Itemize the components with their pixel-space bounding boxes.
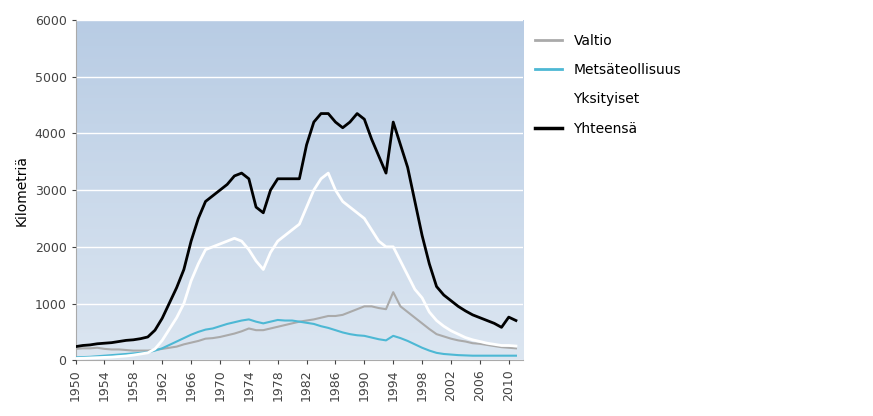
Yhteensä — [71, 344, 81, 349]
Metsäteollisuus — [511, 353, 521, 358]
Legend: Valtio, Metsäteollisuus, Yksityiset, Yhteensä: Valtio, Metsäteollisuus, Yksityiset, Yht… — [534, 34, 681, 136]
Valtio — [128, 348, 139, 353]
Yhteensä — [345, 119, 355, 124]
Yksityiset — [511, 344, 521, 349]
Yksityiset — [186, 278, 196, 283]
Valtio — [164, 345, 175, 350]
Valtio — [107, 347, 117, 352]
Yhteensä — [157, 316, 168, 321]
Metsäteollisuus — [460, 353, 471, 358]
Yhteensä — [107, 340, 117, 345]
Metsäteollisuus — [244, 317, 254, 322]
Metsäteollisuus — [71, 355, 81, 360]
Yksityiset — [287, 227, 298, 232]
Valtio — [294, 319, 305, 324]
Valtio — [467, 341, 478, 346]
Yhteensä — [511, 318, 521, 323]
Valtio — [193, 339, 203, 344]
Y-axis label: Kilometriä: Kilometriä — [15, 155, 29, 225]
Line: Yhteensä: Yhteensä — [76, 114, 516, 347]
Valtio — [71, 347, 81, 352]
Yksityiset — [323, 171, 333, 176]
Valtio — [511, 346, 521, 351]
Metsäteollisuus — [345, 332, 355, 337]
Valtio — [388, 290, 398, 295]
Metsäteollisuus — [294, 319, 305, 324]
Yksityiset — [157, 338, 168, 343]
Yhteensä — [316, 111, 327, 116]
Yksityiset — [107, 354, 117, 359]
Line: Metsäteollisuus: Metsäteollisuus — [76, 319, 516, 357]
Yhteensä — [460, 308, 471, 313]
Yhteensä — [186, 239, 196, 244]
Yksityiset — [71, 356, 81, 361]
Yksityiset — [460, 335, 471, 340]
Line: Valtio: Valtio — [76, 292, 516, 351]
Yhteensä — [287, 176, 298, 181]
Yksityiset — [345, 205, 355, 210]
Line: Yksityiset: Yksityiset — [76, 173, 516, 359]
Metsäteollisuus — [157, 346, 168, 351]
Valtio — [345, 310, 355, 314]
Metsäteollisuus — [186, 332, 196, 337]
Metsäteollisuus — [107, 353, 117, 358]
